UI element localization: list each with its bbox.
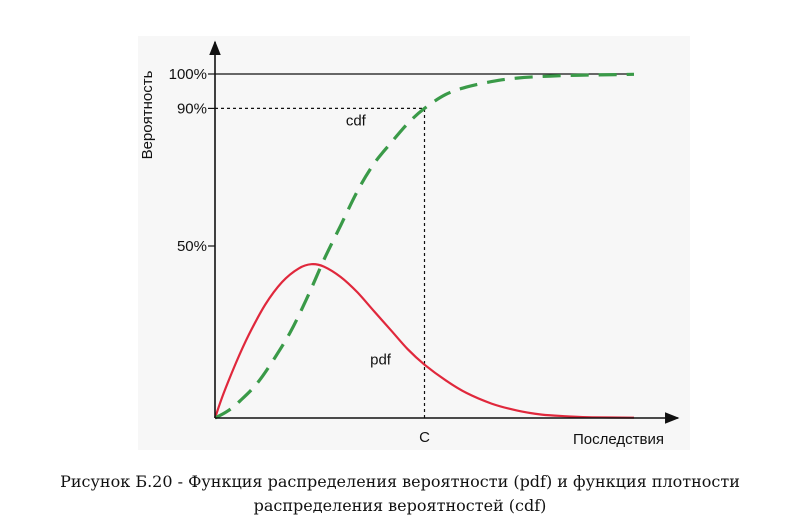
figure-caption: Рисунок Б.20 - Функция распределения вер… (0, 470, 800, 518)
series-line-pdf (213, 263, 635, 419)
chart-background (138, 36, 690, 450)
y-tick-label: 100% (169, 66, 207, 83)
annotation-cdf: cdf (346, 113, 367, 130)
y-tick-label: 50% (177, 238, 207, 255)
caption-line-1: Рисунок Б.20 - Функция распределения вер… (60, 472, 740, 491)
x-axis-label: Последствия (573, 431, 664, 448)
x-tick-label: C (419, 429, 430, 446)
series-line-cdf (214, 72, 635, 420)
y-tick-label: 90% (177, 100, 207, 117)
annotation-pdf: pdf (370, 352, 392, 369)
caption-line-2: распределения вероятностей (cdf) (253, 496, 547, 515)
y-axis-label: Вероятность (139, 70, 156, 159)
